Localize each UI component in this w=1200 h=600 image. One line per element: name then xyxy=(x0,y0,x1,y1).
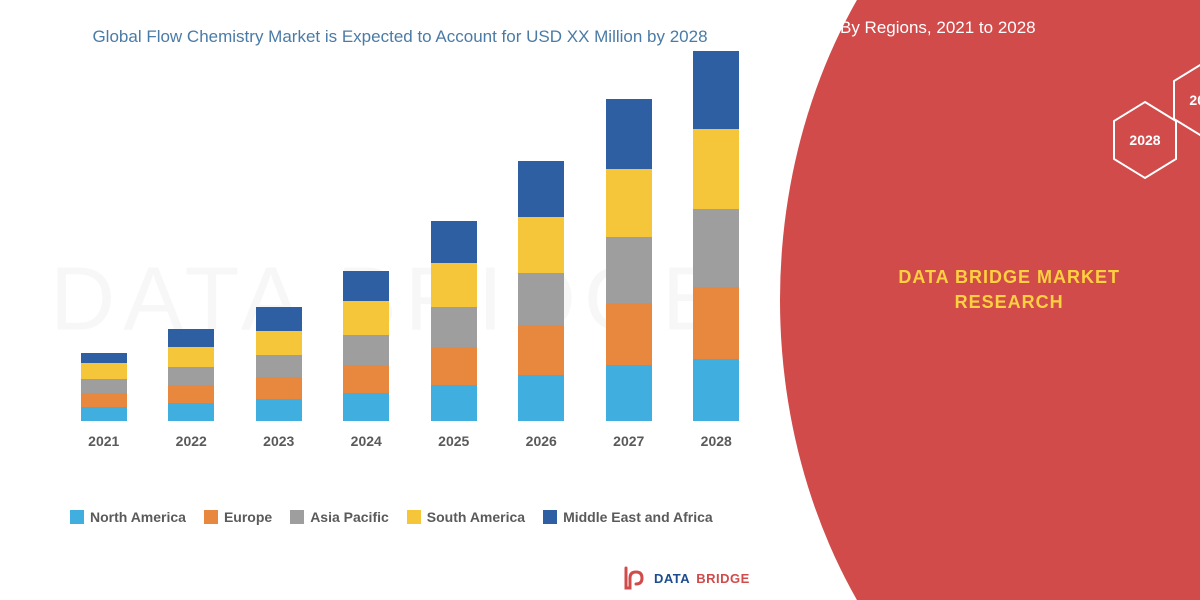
bar-stack xyxy=(343,271,389,421)
bar-segment xyxy=(606,237,652,303)
bar-stack xyxy=(431,221,477,421)
legend-item: Middle East and Africa xyxy=(543,509,713,525)
chart-panel: DATA BRIDGE Global Flow Chemistry Market… xyxy=(0,0,780,600)
legend-item: Europe xyxy=(204,509,272,525)
bar-stack xyxy=(518,161,564,421)
right-panel-title: By Regions, 2021 to 2028 xyxy=(840,18,1036,38)
bar-segment xyxy=(168,367,214,385)
bar-segment xyxy=(518,273,564,325)
legend-swatch xyxy=(290,510,304,524)
bar-segment xyxy=(518,217,564,273)
bar-segment xyxy=(256,307,302,331)
legend-label: South America xyxy=(427,509,525,525)
bar-segment xyxy=(693,129,739,209)
bar-segment xyxy=(343,301,389,335)
bar-segment xyxy=(343,335,389,365)
bar-segment xyxy=(343,393,389,421)
x-axis-label: 2026 xyxy=(526,433,557,449)
bar-segment xyxy=(606,365,652,421)
legend-label: North America xyxy=(90,509,186,525)
bar-stack xyxy=(256,307,302,421)
bar-segment xyxy=(606,169,652,237)
bar-group: 2026 xyxy=(498,161,586,449)
bar-segment xyxy=(343,271,389,301)
bar-segment xyxy=(431,221,477,263)
logo-icon xyxy=(620,564,648,592)
bar-segment xyxy=(168,347,214,367)
brand-line1: DATA BRIDGE MARKET xyxy=(898,265,1120,290)
bar-segment xyxy=(81,363,127,379)
bar-group: 2028 xyxy=(673,51,761,449)
logo-text-data: DATA xyxy=(654,571,690,586)
bar-segment xyxy=(168,385,214,403)
legend-label: Middle East and Africa xyxy=(563,509,713,525)
legend-item: North America xyxy=(70,509,186,525)
legend-label: Europe xyxy=(224,509,272,525)
x-axis-label: 2027 xyxy=(613,433,644,449)
bar-segment xyxy=(693,51,739,129)
bar-stack xyxy=(606,99,652,421)
bar-segment xyxy=(606,303,652,365)
legend-swatch xyxy=(543,510,557,524)
bar-segment xyxy=(168,403,214,421)
bar-segment xyxy=(256,331,302,355)
bar-group: 2024 xyxy=(323,271,411,449)
legend-label: Asia Pacific xyxy=(310,509,389,525)
chart-area: 2021 2022 2023 2024 2025 2026 2027 2028 xyxy=(60,69,760,489)
bar-group: 2022 xyxy=(148,329,236,449)
bar-segment xyxy=(518,161,564,217)
bars-container: 2021 2022 2023 2024 2025 2026 2027 2028 xyxy=(60,69,760,449)
x-axis-label: 2022 xyxy=(176,433,207,449)
bar-segment xyxy=(431,307,477,347)
bar-group: 2025 xyxy=(410,221,498,449)
bar-group: 2021 xyxy=(60,353,148,449)
x-axis-label: 2023 xyxy=(263,433,294,449)
brand-line2: RESEARCH xyxy=(898,290,1120,315)
hexagon-2021: 2021 xyxy=(1170,60,1200,140)
bar-segment xyxy=(518,375,564,421)
logo-text-bridge: BRIDGE xyxy=(696,571,750,586)
bar-segment xyxy=(256,355,302,377)
legend-swatch xyxy=(204,510,218,524)
bar-segment xyxy=(693,359,739,421)
x-axis-label: 2025 xyxy=(438,433,469,449)
bar-segment xyxy=(693,209,739,287)
bottom-logo: DATA BRIDGE xyxy=(620,564,750,592)
bar-stack xyxy=(81,353,127,421)
legend-swatch xyxy=(70,510,84,524)
bar-stack xyxy=(693,51,739,421)
bar-stack xyxy=(168,329,214,421)
right-panel: By Regions, 2021 to 2028 2028 2021 DATA … xyxy=(780,0,1200,600)
bar-segment xyxy=(693,287,739,359)
bar-segment xyxy=(256,399,302,421)
bar-segment xyxy=(343,365,389,393)
bar-segment xyxy=(431,385,477,421)
brand-text: DATA BRIDGE MARKET RESEARCH xyxy=(898,265,1120,315)
bar-segment xyxy=(606,99,652,169)
bar-group: 2027 xyxy=(585,99,673,449)
bar-segment xyxy=(81,353,127,363)
chart-legend: North America Europe Asia Pacific South Ame… xyxy=(70,509,760,525)
main-container: DATA BRIDGE Global Flow Chemistry Market… xyxy=(0,0,1200,600)
x-axis-label: 2024 xyxy=(351,433,382,449)
bar-segment xyxy=(81,379,127,393)
bar-segment xyxy=(431,263,477,307)
bar-segment xyxy=(81,407,127,421)
bar-group: 2023 xyxy=(235,307,323,449)
bar-segment xyxy=(431,347,477,385)
bar-segment xyxy=(168,329,214,347)
bar-segment xyxy=(518,325,564,375)
legend-item: South America xyxy=(407,509,525,525)
bar-segment xyxy=(256,377,302,399)
legend-swatch xyxy=(407,510,421,524)
x-axis-label: 2021 xyxy=(88,433,119,449)
legend-item: Asia Pacific xyxy=(290,509,389,525)
chart-title: Global Flow Chemistry Market is Expected… xyxy=(40,25,760,49)
x-axis-label: 2028 xyxy=(701,433,732,449)
bar-segment xyxy=(81,393,127,407)
